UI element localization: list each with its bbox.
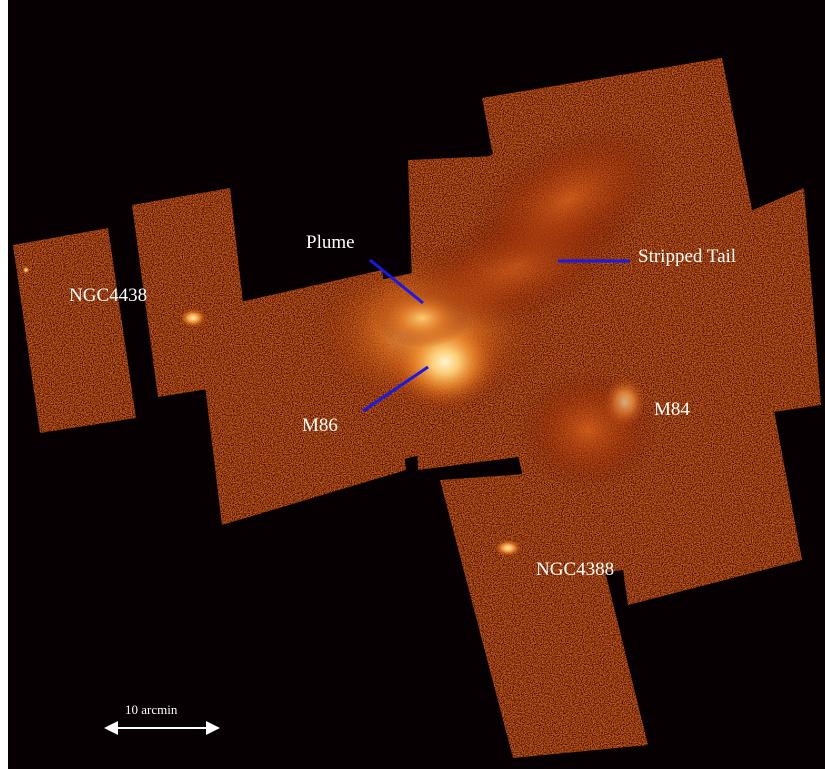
scale-bar-left-arrow-icon xyxy=(104,721,118,735)
xray-mosaic: Plume Stripped Tail NGC4438 M86 M84 NGC4… xyxy=(8,0,825,769)
label-stripped-tail: Stripped Tail xyxy=(638,246,737,267)
label-ngc4388: NGC4388 xyxy=(536,559,615,580)
label-ngc4438: NGC4438 xyxy=(69,285,148,306)
scale-bar-right-arrow-icon xyxy=(206,721,220,735)
label-m86: M86 xyxy=(302,415,338,436)
label-m84: M84 xyxy=(654,399,690,420)
plume-pointer-line xyxy=(369,258,424,305)
m86-pointer-line xyxy=(362,365,429,413)
scale-bar xyxy=(104,721,220,735)
observation-fields xyxy=(13,58,821,758)
label-plume: Plume xyxy=(306,232,355,253)
scale-bar-label: 10 arcmin xyxy=(125,702,178,717)
xray-mosaic-canvas xyxy=(13,58,821,758)
